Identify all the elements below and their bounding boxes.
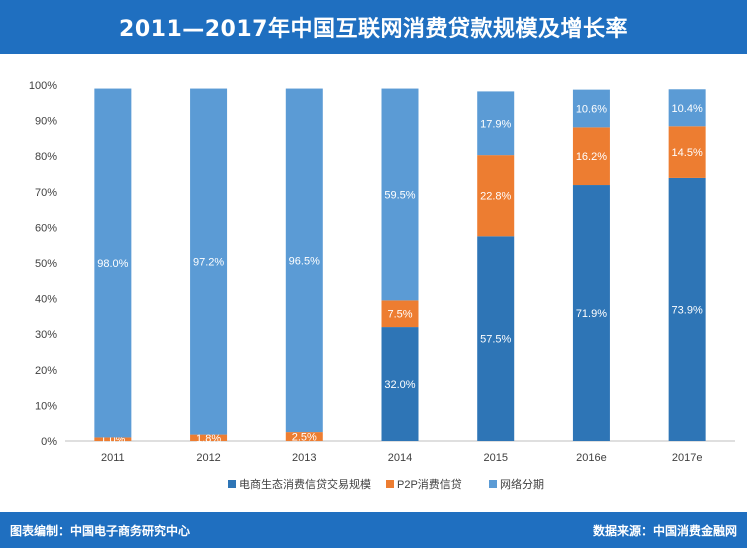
x-tick-label: 2013: [292, 452, 316, 464]
legend-label: 网络分期: [500, 477, 544, 491]
data-label: 57.5%: [480, 334, 511, 346]
y-tick-label: 90%: [35, 116, 57, 128]
bar-segment: [285, 88, 323, 433]
legend-swatch: [386, 480, 394, 488]
bar-segment: [94, 88, 132, 438]
x-tick-label: 2011: [101, 452, 125, 464]
y-tick-label: 10%: [35, 400, 57, 412]
bar-segment: [572, 185, 610, 441]
bar-segment: [572, 89, 610, 128]
data-label: 17.9%: [480, 118, 511, 130]
legend-swatch: [228, 480, 236, 488]
y-tick-label: 30%: [35, 329, 57, 341]
data-label: 14.5%: [672, 147, 703, 159]
data-label: 16.2%: [576, 151, 607, 163]
data-label: 97.2%: [193, 257, 224, 269]
y-tick-label: 70%: [35, 187, 57, 199]
footer-bar: 图表编制：中国电子商务研究中心 数据来源：中国消费金融网: [0, 512, 747, 548]
legend-swatch: [489, 480, 497, 488]
y-tick-label: 60%: [35, 222, 57, 234]
chart-title: 2011—2017年中国互联网消费贷款规模及增长率: [119, 17, 628, 42]
x-tick-label: 2012: [196, 452, 220, 464]
y-tick-label: 80%: [35, 151, 57, 163]
bar-segment: [477, 91, 515, 156]
footer-credit: 图表编制：中国电子商务研究中心: [10, 523, 191, 538]
data-label: 98.0%: [97, 258, 128, 270]
bar-segment: [190, 88, 228, 435]
y-tick-label: 100%: [29, 80, 57, 92]
y-tick-label: 50%: [35, 258, 57, 270]
x-tick-label: 2017e: [672, 452, 703, 464]
bar-segment: [381, 88, 419, 301]
bar-segment: [668, 126, 706, 178]
bar-segment: [477, 236, 515, 441]
stacked-bar-chart: 0%10%20%30%40%50%60%70%80%90%100%1.0%98.…: [29, 80, 735, 491]
bar-segment: [668, 177, 706, 441]
bar-segment: [477, 155, 515, 237]
bar-segment: [285, 432, 323, 441]
data-label: 59.5%: [384, 189, 415, 201]
data-label: 96.5%: [289, 255, 320, 267]
data-label: 10.6%: [576, 103, 607, 115]
y-tick-label: 0%: [41, 436, 57, 448]
data-label: 1.8%: [196, 433, 221, 445]
x-tick-label: 2015: [483, 452, 507, 464]
chart-title-bar: 2011—2017年中国互联网消费贷款规模及增长率: [0, 0, 747, 54]
data-label: 2.5%: [292, 432, 317, 444]
bar-segment: [190, 434, 228, 441]
bar-segment: [668, 89, 706, 127]
data-label: 32.0%: [384, 379, 415, 391]
data-label: 73.9%: [672, 304, 703, 316]
data-label: 71.9%: [576, 308, 607, 320]
bar-segment: [572, 127, 610, 186]
chart-area: 0% 10% 20% 30% 40% 50% 60% 70% 80% 90% 100% 1.0% 98.…: [0, 54, 747, 512]
y-tick-label: 40%: [35, 294, 57, 306]
bar-segment: [381, 327, 419, 441]
y-tick-label: 20%: [35, 365, 57, 377]
data-label: 7.5%: [387, 309, 412, 321]
footer-source: 数据来源：中国消费金融网: [592, 523, 737, 538]
data-label: 10.4%: [672, 103, 703, 115]
x-tick-label: 2014: [388, 452, 412, 464]
bar-segment: [94, 437, 132, 441]
x-tick-label: 2016e: [576, 452, 607, 464]
data-label: 22.8%: [480, 191, 511, 203]
bar-segment: [381, 300, 419, 328]
legend-label: P2P消费信贷: [397, 477, 462, 491]
legend-label: 电商生态消费信贷交易规模: [239, 477, 371, 491]
